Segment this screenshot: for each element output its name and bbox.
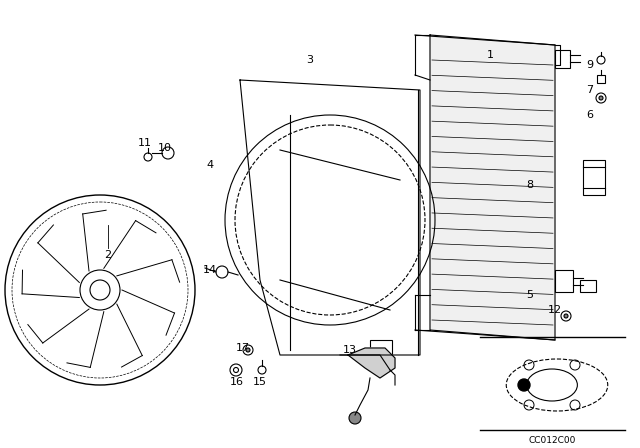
Text: 4: 4 bbox=[207, 160, 214, 170]
Circle shape bbox=[518, 379, 530, 391]
Polygon shape bbox=[430, 35, 555, 340]
Polygon shape bbox=[348, 348, 395, 378]
Text: 7: 7 bbox=[586, 85, 593, 95]
Circle shape bbox=[599, 96, 603, 100]
Bar bbox=[583, 160, 605, 195]
Text: CC012C00: CC012C00 bbox=[528, 435, 576, 444]
Text: 8: 8 bbox=[527, 180, 534, 190]
Text: 2: 2 bbox=[104, 250, 111, 260]
Text: 1: 1 bbox=[486, 50, 493, 60]
Text: 15: 15 bbox=[253, 377, 267, 387]
Text: 17: 17 bbox=[236, 343, 250, 353]
Text: 16: 16 bbox=[230, 377, 244, 387]
Bar bbox=[580, 280, 596, 292]
Bar bbox=[370, 340, 392, 355]
Text: 6: 6 bbox=[586, 110, 593, 120]
Circle shape bbox=[349, 412, 361, 424]
Circle shape bbox=[564, 314, 568, 318]
Bar bbox=[555, 270, 573, 292]
Text: 12: 12 bbox=[548, 305, 562, 315]
Text: 11: 11 bbox=[138, 138, 152, 148]
Text: 9: 9 bbox=[586, 60, 593, 70]
Bar bbox=[555, 50, 570, 68]
Text: 10: 10 bbox=[158, 143, 172, 153]
Text: 14: 14 bbox=[203, 265, 217, 275]
Bar bbox=[597, 75, 605, 83]
Text: 3: 3 bbox=[307, 55, 314, 65]
Circle shape bbox=[246, 348, 250, 352]
Text: 13: 13 bbox=[343, 345, 357, 355]
Text: 5: 5 bbox=[527, 290, 534, 300]
